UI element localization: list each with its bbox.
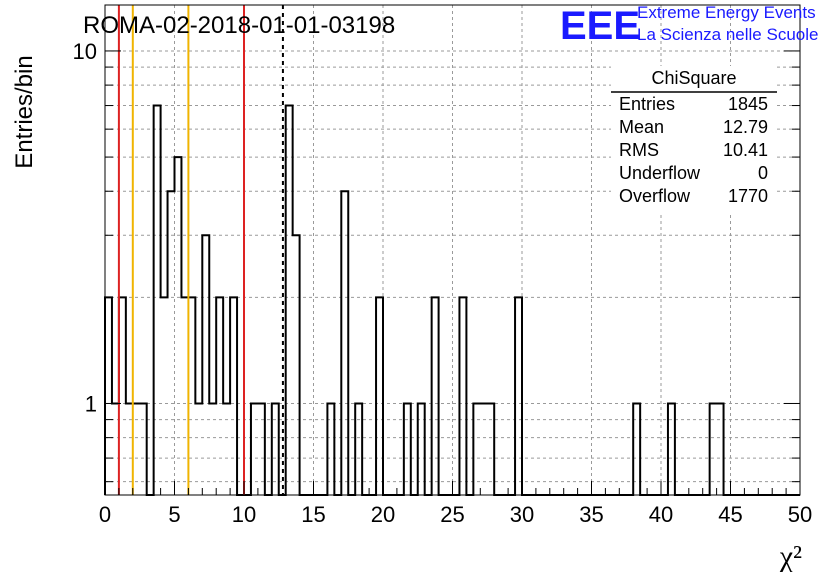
x-tick-label: 30 <box>510 502 534 527</box>
grid-lines <box>105 5 800 495</box>
histogram-bin <box>154 106 161 495</box>
logo-line-2: La Scienza nelle Scuole <box>637 25 818 44</box>
x-tick-label: 15 <box>301 502 325 527</box>
stats-rms-label: RMS <box>619 140 659 160</box>
histogram-bin <box>140 403 147 495</box>
histogram-bin <box>251 403 258 495</box>
histogram-bin <box>202 235 209 495</box>
stats-underflow-value: 0 <box>758 163 768 183</box>
histogram-bin <box>633 403 640 495</box>
stats-overflow-label: Overflow <box>619 186 691 206</box>
x-tick-label: 5 <box>168 502 180 527</box>
histogram-bin <box>515 297 522 495</box>
histogram-bin <box>230 297 237 495</box>
histogram-bin <box>209 403 216 495</box>
y-tick-label: 10 <box>73 39 97 64</box>
stats-underflow-label: Underflow <box>619 163 701 183</box>
histogram-bin <box>327 403 334 495</box>
histogram-bin <box>355 403 362 495</box>
eee-logo-mark: EEE <box>560 4 640 48</box>
histogram-bin <box>376 297 383 495</box>
run-title: ROMA-02-2018-01-01-03198 <box>83 12 395 39</box>
histogram-bin <box>418 403 425 495</box>
y-axis-label: Entries/bin <box>11 55 38 168</box>
logo-line-1: Extreme Energy Events <box>637 3 816 22</box>
stats-mean-label: Mean <box>619 117 664 137</box>
stats-title: ChiSquare <box>651 68 736 88</box>
x-tick-label: 35 <box>579 502 603 527</box>
histogram-bin <box>126 403 133 495</box>
histogram-bin <box>258 403 265 495</box>
x-tick-label: 10 <box>232 502 256 527</box>
histogram-bin <box>216 297 223 495</box>
x-tick-label: 25 <box>440 502 464 527</box>
histogram-bin <box>181 297 188 495</box>
stats-entries-value: 1845 <box>728 94 768 114</box>
histogram-bin <box>195 403 202 495</box>
histogram-bin <box>710 403 717 495</box>
histogram-bin <box>272 403 279 495</box>
histogram-bin <box>293 235 300 495</box>
x-tick-label: 20 <box>371 502 395 527</box>
histogram-bin <box>432 297 439 495</box>
stats-entries-label: Entries <box>619 94 675 114</box>
histogram-bin <box>119 297 126 495</box>
axis-ticks <box>104 50 801 495</box>
histogram-bin <box>286 106 293 495</box>
stats-box: ChiSquare Entries 1845 Mean 12.79 RMS 10… <box>611 66 777 212</box>
histogram-bin <box>487 403 494 495</box>
histogram-bin <box>175 157 182 495</box>
histogram-bin <box>133 403 140 495</box>
x-tick-label: 0 <box>99 502 111 527</box>
histogram-bin <box>717 403 724 495</box>
histogram-bin <box>480 403 487 495</box>
histogram-bin <box>404 403 411 495</box>
stats-box-background <box>611 66 777 212</box>
histogram-bin <box>188 297 195 495</box>
histogram-bin <box>168 191 175 495</box>
stats-overflow-value: 1770 <box>728 186 768 206</box>
x-tick-label: 50 <box>788 502 812 527</box>
x-axis-label: χ² <box>779 540 802 572</box>
y-tick-label: 1 <box>85 391 97 416</box>
x-tick-label: 40 <box>649 502 673 527</box>
histogram-bin <box>341 191 348 495</box>
y-tick-labels: 1 10 <box>73 39 97 417</box>
threshold-markers <box>117 5 284 495</box>
x-tick-labels: 0 5 10 15 20 25 30 35 40 45 50 <box>99 502 812 527</box>
histogram-bin <box>473 403 480 495</box>
histogram-bin <box>668 403 675 495</box>
histogram-bin <box>223 403 230 495</box>
stats-mean-value: 12.79 <box>723 117 768 137</box>
stats-rms-value: 10.41 <box>723 140 768 160</box>
histogram-bin <box>105 297 112 495</box>
histogram-bin <box>459 297 466 495</box>
histogram-bin <box>161 297 168 495</box>
x-tick-label: 45 <box>718 502 742 527</box>
